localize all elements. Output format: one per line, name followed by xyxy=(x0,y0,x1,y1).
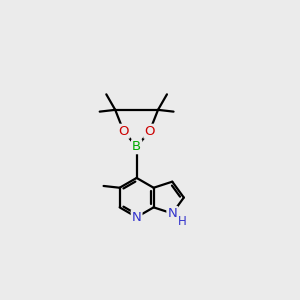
Text: O: O xyxy=(144,125,155,138)
Text: N: N xyxy=(167,207,177,220)
Text: O: O xyxy=(118,125,129,138)
Text: N: N xyxy=(132,211,142,224)
Text: B: B xyxy=(132,140,141,153)
Text: H: H xyxy=(177,215,186,228)
